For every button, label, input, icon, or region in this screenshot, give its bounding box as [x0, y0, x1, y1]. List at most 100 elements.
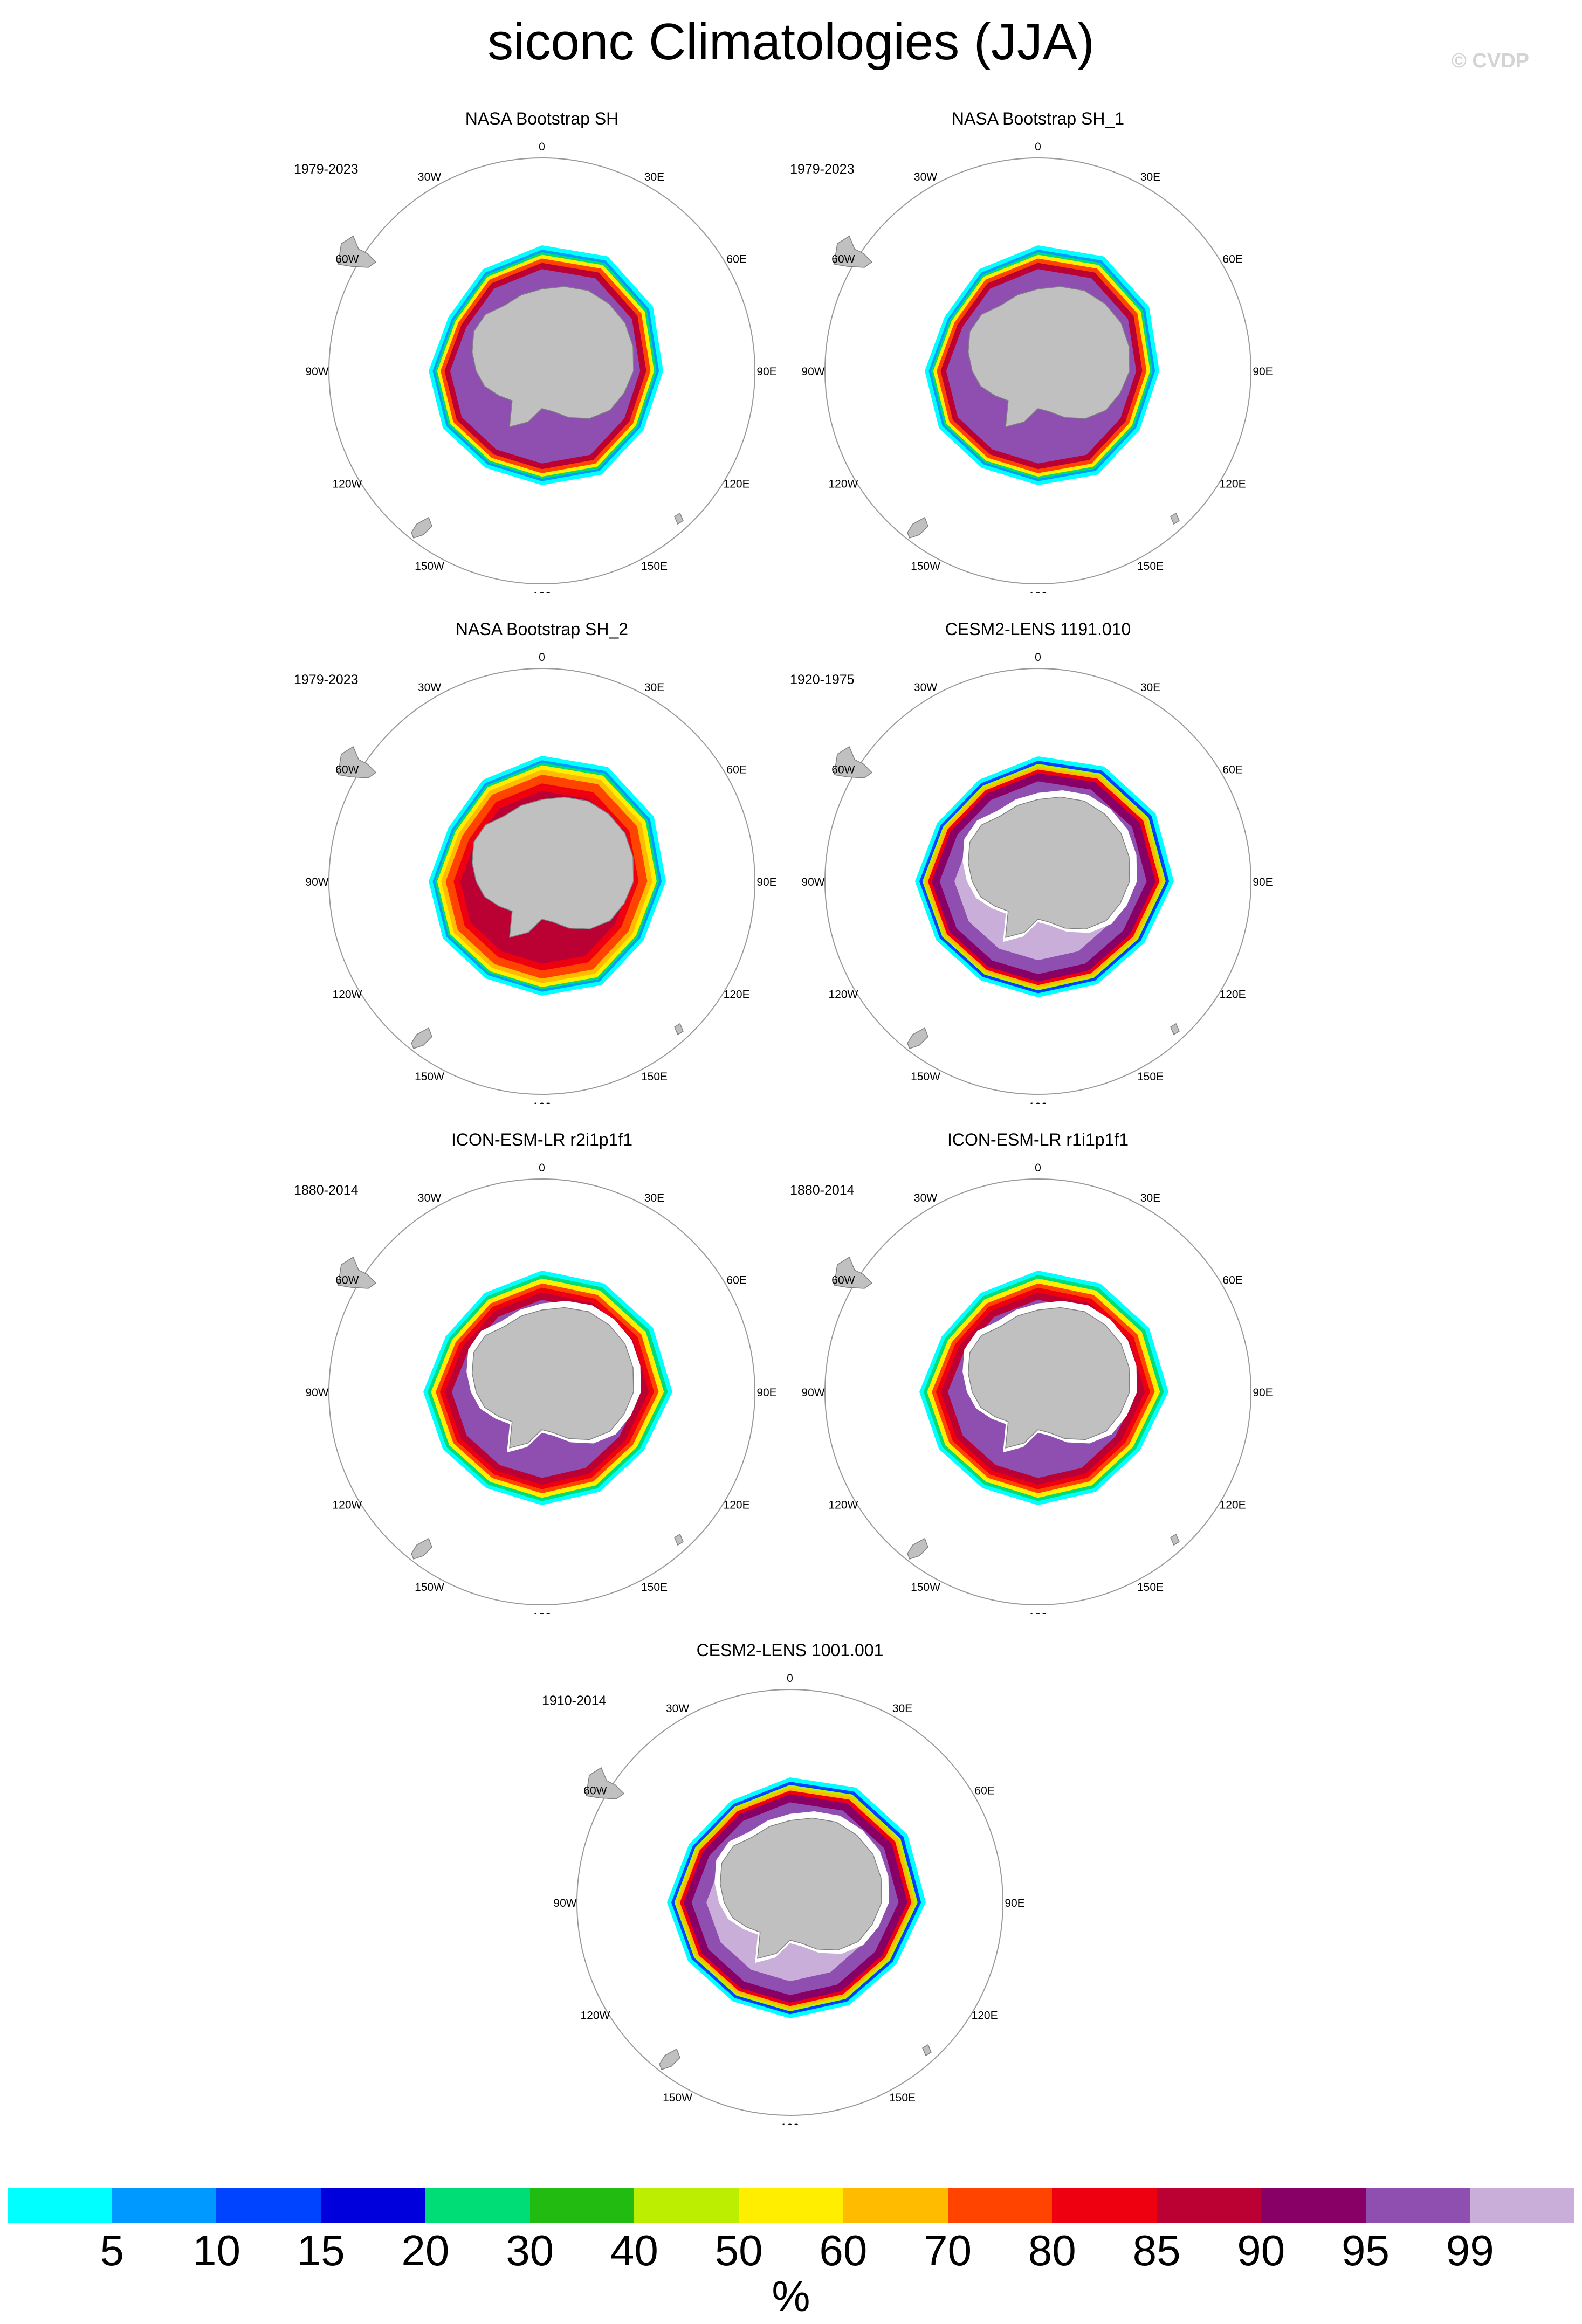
panel-title: NASA Bootstrap SH_2	[455, 619, 629, 639]
polar-map: 0 30E 60E 90E 120E 150E 180 150W 120W 90W 60W 30W	[305, 651, 776, 1104]
longitude-label: 120W	[332, 478, 362, 491]
colorbar-unit: %	[772, 2272, 810, 2320]
longitude-label: 180	[1028, 590, 1047, 593]
longitude-label: 120W	[828, 989, 858, 1001]
panel-title: ICON-ESM-LR r2i1p1f1	[451, 1130, 633, 1149]
longitude-label: 60W	[831, 1274, 855, 1287]
colorbar-tick-label: 20	[401, 2226, 450, 2274]
longitude-label: 180	[532, 1101, 551, 1104]
longitude-label: 150W	[911, 560, 940, 573]
longitude-label: 150W	[415, 560, 444, 573]
map-panel-1: 0 30E 60E 90E 120E 150E 180 150W 120W 90W 60W 30W N…	[272, 108, 811, 593]
antarctica-landmass	[471, 1307, 634, 1449]
longitude-label: 150E	[1137, 1071, 1164, 1083]
longitude-label: 150W	[663, 2092, 692, 2104]
new-zealand-landmass	[411, 516, 432, 539]
colorbar-segment	[634, 2188, 739, 2223]
colorbar-tick-label: 15	[297, 2226, 345, 2274]
antarctica-landmass	[967, 286, 1130, 427]
colorbar-segment	[112, 2188, 217, 2223]
longitude-label: 120E	[724, 478, 750, 491]
longitude-label: 150W	[415, 1071, 444, 1083]
longitude-label: 0	[1035, 141, 1041, 153]
longitude-label: 60E	[1222, 253, 1242, 266]
longitude-label: 120E	[724, 1499, 750, 1512]
longitude-label: 60E	[726, 1274, 746, 1287]
south-america-landmass	[834, 235, 873, 268]
panel-years: 1979-2023	[294, 672, 359, 687]
longitude-label: 120E	[724, 989, 750, 1001]
colorbar-segment	[739, 2188, 843, 2223]
antarctica-landmass	[967, 796, 1130, 938]
longitude-label: 0	[539, 1162, 545, 1174]
longitude-label: 90E	[756, 366, 776, 378]
longitude-label: 60E	[1222, 1274, 1242, 1287]
antarctica-landmass	[471, 286, 634, 427]
longitude-label: 120E	[1220, 1499, 1246, 1512]
longitude-label: 30E	[1140, 1192, 1160, 1204]
longitude-label: 30E	[892, 1702, 912, 1715]
new-zealand-landmass	[907, 1537, 928, 1560]
longitude-label: 150W	[415, 1581, 444, 1594]
longitude-label: 150E	[641, 1581, 668, 1594]
polar-map: 0 30E 60E 90E 120E 150E 180 150W 120W 90W 60W 30W	[305, 1162, 776, 1614]
longitude-label: 30E	[644, 1192, 664, 1204]
panel-title: CESM2-LENS 1191.010	[945, 619, 1131, 639]
longitude-label: 30E	[1140, 681, 1160, 694]
new-zealand-landmass	[411, 1027, 432, 1049]
map-panel-2: 0 30E 60E 90E 120E 150E 180 150W 120W 90W 60W 30W N…	[768, 108, 1308, 593]
longitude-label: 90E	[756, 1387, 776, 1399]
longitude-label: 60E	[726, 253, 746, 266]
longitude-label: 60W	[831, 764, 855, 776]
longitude-label: 90W	[801, 876, 824, 888]
colorbar-tick-label: 80	[1028, 2226, 1076, 2274]
south-america-landmass	[834, 746, 873, 778]
longitude-label: 30W	[914, 1192, 937, 1204]
tasmania-landmass	[674, 1533, 684, 1546]
colorbar-tick-label: 10	[192, 2226, 240, 2274]
longitude-label: 150W	[911, 1581, 940, 1594]
panel-title: NASA Bootstrap SH	[465, 109, 619, 128]
new-zealand-landmass	[659, 2048, 680, 2070]
colorbar-tick-label: 90	[1237, 2226, 1285, 2274]
longitude-label: 60W	[335, 253, 359, 266]
colorbar-tick-label: 70	[924, 2226, 972, 2274]
colorbar-segment	[8, 2188, 112, 2223]
polar-map: 0 30E 60E 90E 120E 150E 180 150W 120W 90W 60W 30W	[801, 651, 1273, 1104]
longitude-label: 180	[1028, 1611, 1047, 1614]
tasmania-landmass	[674, 1023, 684, 1036]
panel-title: CESM2-LENS 1001.001	[696, 1640, 884, 1660]
longitude-label: 30W	[666, 1702, 689, 1715]
panel-years: 1880-2014	[294, 1183, 359, 1198]
panel-title: ICON-ESM-LR r1i1p1f1	[947, 1130, 1129, 1149]
longitude-label: 60E	[974, 1785, 994, 1797]
longitude-label: 90E	[1253, 1387, 1273, 1399]
longitude-label: 90E	[1253, 876, 1273, 888]
longitude-label: 90E	[756, 876, 776, 888]
colorbar-segment	[1052, 2188, 1157, 2223]
longitude-label: 90E	[1253, 366, 1273, 378]
panel-years: 1910-2014	[542, 1693, 607, 1708]
longitude-label: 30E	[1140, 171, 1160, 183]
longitude-label: 120W	[332, 1499, 362, 1512]
longitude-label: 30E	[644, 681, 664, 694]
longitude-label: 90W	[801, 1387, 824, 1399]
longitude-label: 60W	[335, 764, 359, 776]
longitude-label: 120E	[972, 2010, 998, 2022]
colorbar-tick-label: 5	[100, 2226, 124, 2274]
longitude-label: 120W	[828, 1499, 858, 1512]
map-panel-5: 0 30E 60E 90E 120E 150E 180 150W 120W 90W 60W 30W I…	[272, 1129, 811, 1614]
colorbar-segment	[947, 2188, 1053, 2223]
longitude-label: 90W	[801, 366, 824, 378]
colorbar-segment	[425, 2188, 530, 2223]
tasmania-landmass	[1170, 1533, 1180, 1546]
longitude-label: 0	[539, 141, 545, 153]
polar-map: 0 30E 60E 90E 120E 150E 180 150W 120W 90W 60W 30W	[553, 1672, 1024, 2125]
map-panel-3: 0 30E 60E 90E 120E 150E 180 150W 120W 90W 60W 30W N…	[272, 618, 811, 1104]
tasmania-landmass	[674, 512, 684, 525]
map-panel-4: 0 30E 60E 90E 120E 150E 180 150W 120W 90W 60W 30W C…	[768, 618, 1308, 1104]
polar-map: 0 30E 60E 90E 120E 150E 180 150W 120W 90W 60W 30W	[305, 141, 776, 593]
longitude-label: 150E	[1137, 1581, 1164, 1594]
antarctica-landmass	[967, 1307, 1130, 1449]
polar-map: 0 30E 60E 90E 120E 150E 180 150W 120W 90W 60W 30W	[801, 1162, 1273, 1614]
